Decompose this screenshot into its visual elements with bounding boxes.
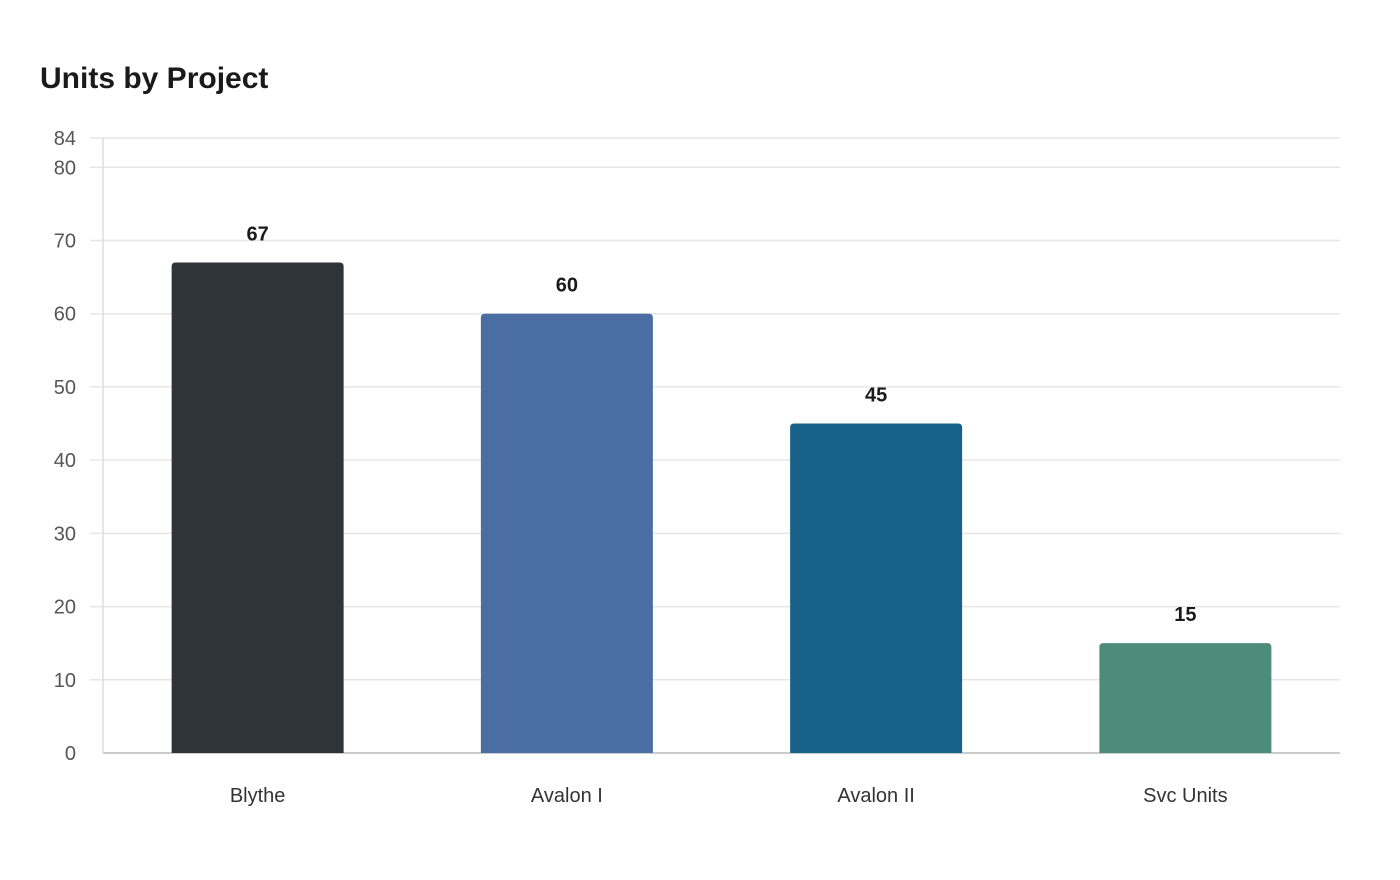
bar-avalon-ii [790,423,963,753]
x-tick-label: Svc Units [1143,785,1227,807]
y-tick-label: 84 [54,128,76,150]
y-tick-label: 30 [54,523,76,545]
y-tick-label: 0 [65,743,76,765]
x-tick-label: Avalon I [531,785,603,807]
y-tick-label: 40 [54,450,76,472]
y-tick-label: 80 [54,157,76,179]
y-tick-label: 50 [54,377,76,399]
x-tick-label: Avalon II [837,785,914,807]
y-tick-label: 10 [54,670,76,692]
data-label: 60 [556,275,578,297]
data-label: 45 [865,385,887,407]
y-tick-label: 20 [54,597,76,619]
bar-blythe [171,262,344,753]
chart-title: Units by Project [40,62,269,95]
y-tick-label: 70 [54,231,76,253]
y-tick-label: 60 [54,304,76,326]
bar-avalon-i [480,313,653,753]
bar-svc-units [1099,643,1272,753]
x-tick-label: Blythe [230,785,286,807]
data-label: 67 [247,223,269,245]
data-label: 15 [1174,604,1196,626]
labels: 0 10 20 30 40 50 60 70 80 84 67 Blythe 60 Avalon I 45 A… [54,128,1228,807]
bars [171,262,1272,753]
